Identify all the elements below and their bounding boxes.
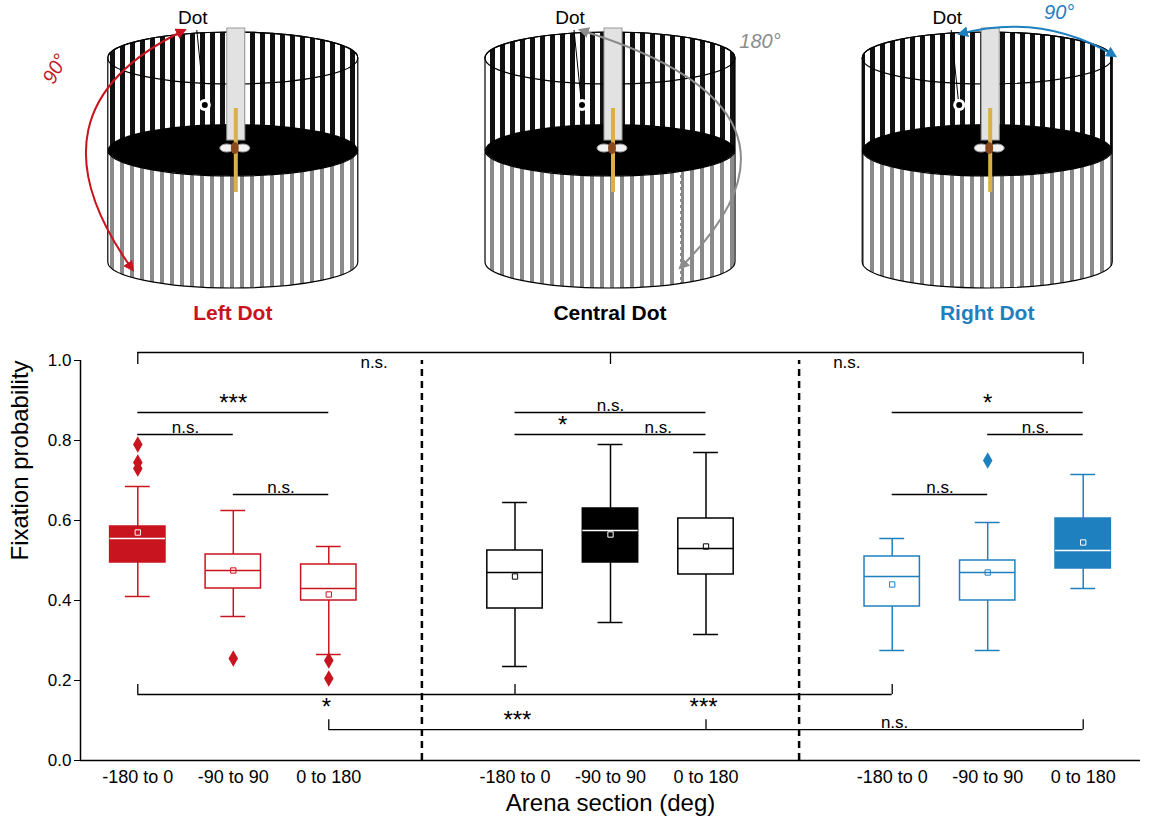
svg-text:***: *** <box>219 389 247 416</box>
svg-text:n.s.: n.s. <box>833 353 860 372</box>
svg-text:Right Dot: Right Dot <box>940 301 1034 324</box>
svg-text:n.s.: n.s. <box>172 418 199 437</box>
svg-text:*: * <box>322 693 331 720</box>
svg-text:n.s.: n.s. <box>926 478 953 497</box>
svg-text:Left Dot: Left Dot <box>193 301 272 324</box>
svg-text:n.s.: n.s. <box>360 353 387 372</box>
svg-text:0.2: 0.2 <box>48 671 72 690</box>
svg-text:n.s.: n.s. <box>597 396 624 415</box>
svg-text:0 to 180: 0 to 180 <box>673 767 738 787</box>
svg-text:-90 to 90: -90 to 90 <box>198 767 269 787</box>
svg-text:-180 to 0: -180 to 0 <box>479 767 550 787</box>
svg-text:Central Dot: Central Dot <box>553 301 666 324</box>
svg-text:90°: 90° <box>38 50 72 87</box>
svg-text:-180 to 0: -180 to 0 <box>857 767 928 787</box>
svg-text:Dot: Dot <box>178 7 208 28</box>
svg-text:-90 to 90: -90 to 90 <box>952 767 1023 787</box>
svg-text:n.s.: n.s. <box>645 418 672 437</box>
svg-text:0 to 180: 0 to 180 <box>296 767 361 787</box>
svg-text:*: * <box>983 389 992 416</box>
svg-text:0.0: 0.0 <box>48 751 72 770</box>
svg-text:90°: 90° <box>1044 1 1074 23</box>
svg-text:-180 to 0: -180 to 0 <box>102 767 173 787</box>
svg-text:0.8: 0.8 <box>48 431 72 450</box>
svg-text:***: *** <box>690 693 718 720</box>
svg-text:180°: 180° <box>739 30 780 52</box>
svg-text:Dot: Dot <box>932 7 962 28</box>
svg-text:***: *** <box>503 706 531 733</box>
svg-text:n.s.: n.s. <box>881 713 908 732</box>
svg-text:0 to 180: 0 to 180 <box>1051 767 1116 787</box>
svg-text:*: * <box>558 411 567 438</box>
svg-text:n.s.: n.s. <box>1022 418 1049 437</box>
svg-text:0.6: 0.6 <box>48 511 72 530</box>
svg-text:-90 to 90: -90 to 90 <box>575 767 646 787</box>
svg-text:Arena section (deg): Arena section (deg) <box>506 789 715 816</box>
svg-text:1.0: 1.0 <box>48 351 72 370</box>
svg-text:Fixation probability: Fixation probability <box>6 360 33 560</box>
svg-text:Dot: Dot <box>555 7 585 28</box>
svg-text:n.s.: n.s. <box>267 478 294 497</box>
svg-text:0.4: 0.4 <box>48 591 72 610</box>
